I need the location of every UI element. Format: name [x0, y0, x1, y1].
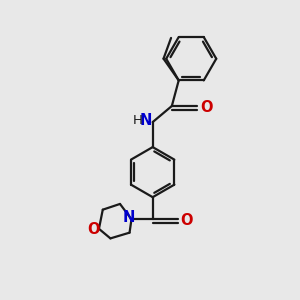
Text: H: H	[132, 113, 142, 127]
Text: O: O	[87, 222, 100, 237]
Text: O: O	[181, 213, 193, 228]
Text: N: N	[139, 112, 152, 128]
Text: O: O	[200, 100, 212, 115]
Text: N: N	[123, 210, 135, 225]
